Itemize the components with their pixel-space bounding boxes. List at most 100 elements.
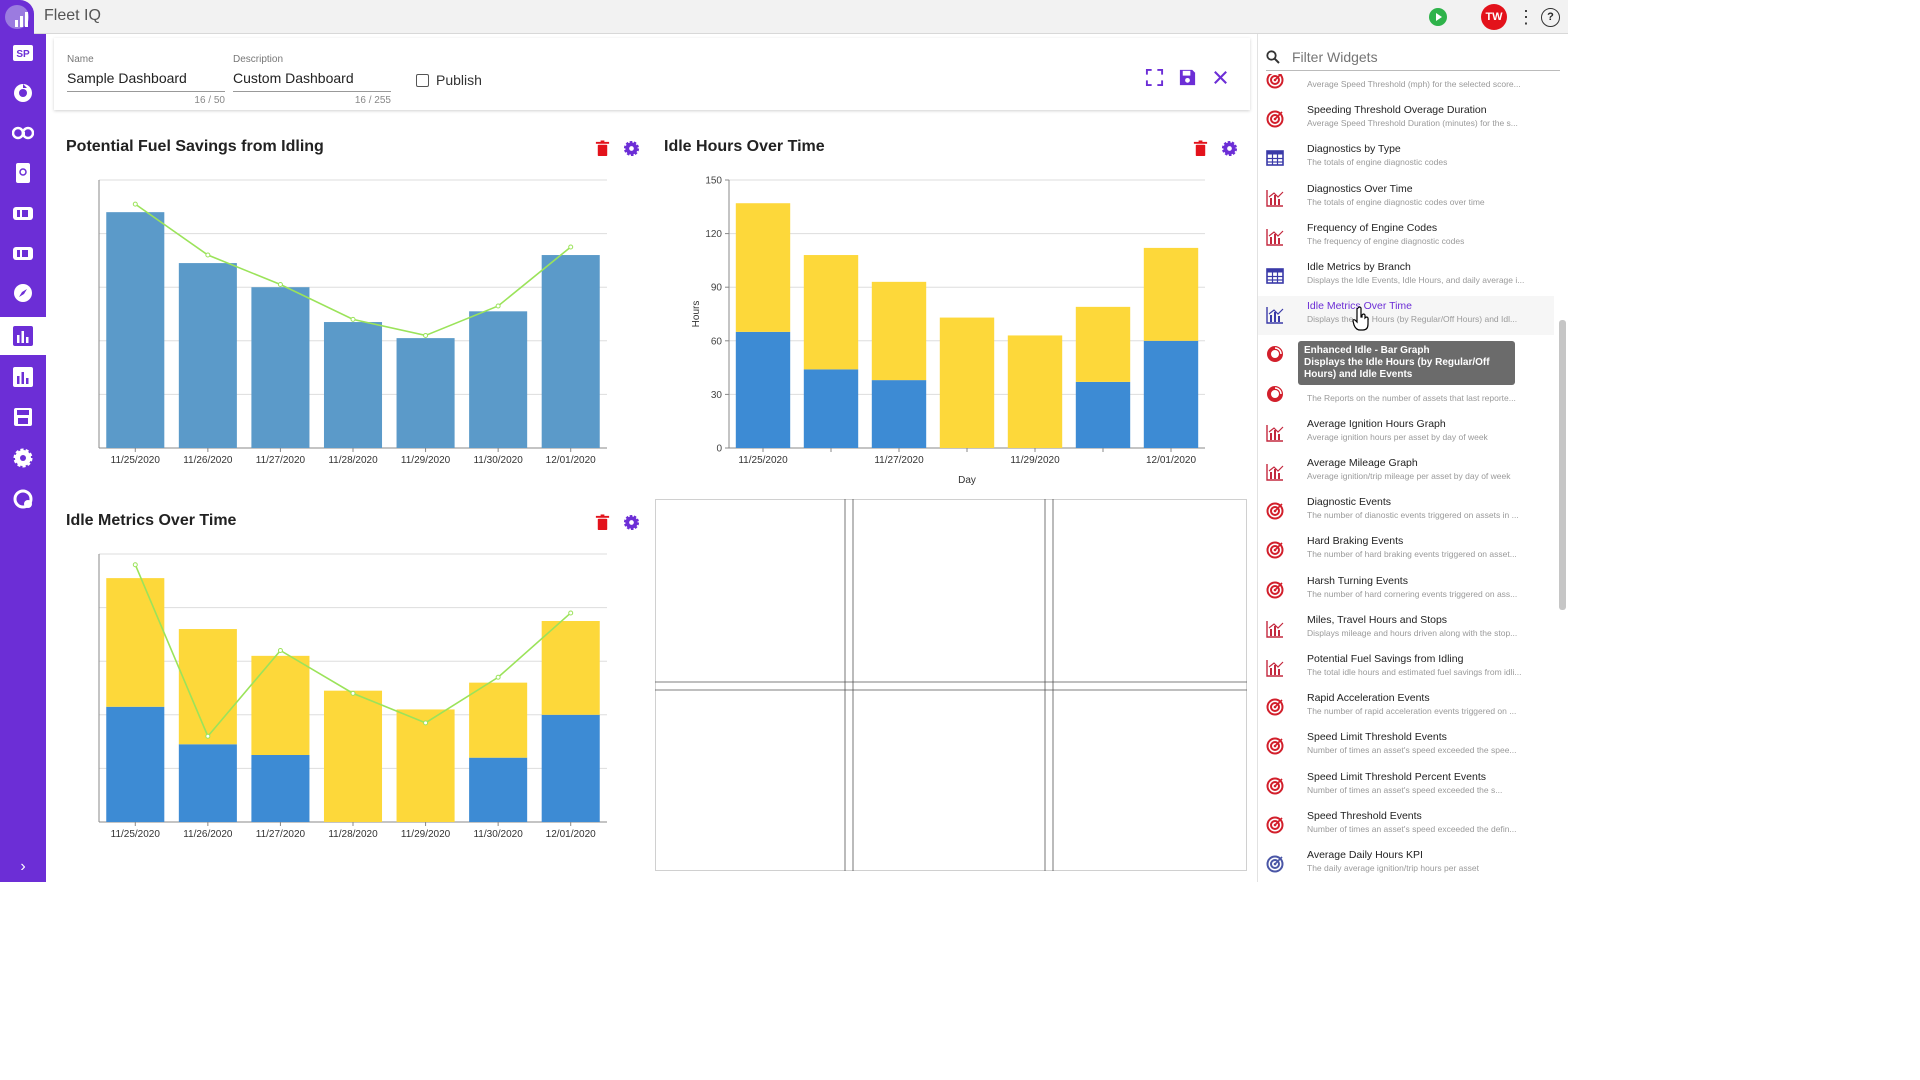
hand-cursor-icon — [1352, 306, 1369, 331]
widget-list-item[interactable]: Rapid Acceleration Events The number of r… — [1258, 688, 1554, 727]
truck-alt-icon[interactable] — [0, 234, 46, 272]
x-tick-label: 12/01/2020 — [546, 829, 596, 840]
checkbox-icon[interactable] — [416, 73, 429, 87]
settings-icon[interactable] — [0, 439, 46, 477]
x-tick-label: 11/27/2020 — [256, 829, 306, 840]
name-input[interactable]: Sample Dashboard — [67, 70, 225, 92]
widget-name: Speed Threshold Events — [1307, 809, 1422, 822]
y-tick-label: 120 — [705, 229, 722, 240]
widget-list-item[interactable]: Diagnostics by Type The totals of engine … — [1258, 139, 1554, 178]
dashboard-edit-bar: Name Sample Dashboard 16 / 50 Descriptio… — [54, 38, 1250, 110]
widget-list-item[interactable]: Speed Limit Threshold Events Number of ti… — [1258, 727, 1554, 766]
widget-list: Average Speed Threshold (mph) for the se… — [1258, 74, 1554, 882]
close-icon[interactable] — [1211, 68, 1230, 87]
name-field[interactable]: Name Sample Dashboard 16 / 50 — [67, 54, 225, 106]
widget-list-item[interactable]: Speed Limit Threshold Percent Events Numb… — [1258, 767, 1554, 806]
widget-list-item[interactable]: Speed Threshold Events Number of times an… — [1258, 806, 1554, 845]
widget-list-item[interactable]: Hard Braking Events The number of hard br… — [1258, 531, 1554, 570]
truck-icon[interactable] — [0, 194, 46, 232]
delete-icon[interactable] — [1192, 140, 1209, 157]
description-field[interactable]: Description Custom Dashboard 16 / 255 — [233, 54, 391, 106]
gear-icon[interactable] — [623, 514, 640, 531]
widget-list-item[interactable] — [1258, 335, 1554, 374]
bar — [178, 263, 237, 448]
widget-name: Potential Fuel Savings from Idling — [1307, 653, 1464, 665]
bar — [178, 629, 237, 745]
widget-description: The Reports on the number of assets that… — [1307, 392, 1516, 403]
widget-name: Rapid Acceleration Events — [1307, 692, 1430, 705]
app-logo-icon[interactable] — [0, 0, 34, 34]
idle-metrics-chart: 11/25/2020 11/26/2020 11/27/2020 11/28/2020… — [98, 553, 607, 840]
widget-list-item[interactable]: Average Speed Threshold (mph) for the se… — [1258, 74, 1554, 100]
delete-icon[interactable] — [594, 514, 611, 531]
widget-list-item[interactable]: Diagnostics Over Time The totals of engin… — [1258, 179, 1554, 218]
support-icon[interactable] — [0, 480, 46, 518]
widget-list-item[interactable]: Average Ignition Hours Graph Average igni… — [1258, 414, 1554, 453]
widget-idle-hours[interactable]: 0 30 60 90 120 150 11/25/2020 11/27/2020 11/29/2… — [652, 130, 1248, 496]
widget-description: Displays the Idle Events, Idle Hours, an… — [1307, 275, 1525, 285]
widget-list-item[interactable]: Harsh Turning Events The number of hard c… — [1258, 571, 1554, 610]
donut-icon — [1267, 385, 1283, 402]
line-point — [132, 562, 138, 568]
dashboard-icon[interactable] — [0, 317, 46, 355]
line-point — [568, 610, 574, 616]
widget-fuel-savings[interactable]: 11/25/2020 11/26/2020 11/27/2020 11/28/2020… — [54, 130, 650, 496]
widget-list-item[interactable]: Frequency of Engine Codes The frequency o… — [1258, 218, 1554, 257]
app-title: Fleet IQ — [44, 7, 101, 24]
user-avatar[interactable]: TW — [1481, 4, 1507, 30]
scrollbar-thumb[interactable] — [1559, 320, 1566, 610]
widget-list-item[interactable]: Idle Metrics Over Time Displays the Idle … — [1258, 296, 1554, 336]
save-icon[interactable] — [0, 398, 46, 436]
widget-idle-metrics[interactable]: 11/25/2020 11/26/2020 11/27/2020 11/28/2020… — [54, 504, 650, 870]
widget-name: Average Mileage Graph — [1307, 457, 1418, 469]
target-icon — [1266, 816, 1284, 834]
widget-list-item[interactable]: Miles, Travel Hours and Stops Displays mi… — [1258, 610, 1554, 649]
bar — [1143, 247, 1199, 341]
widget-description: Displays the Idle Hours (by Regular/Off … — [1307, 314, 1518, 325]
widget-list-item[interactable]: Average Mileage Graph Average ignition/tr… — [1258, 453, 1554, 492]
sp-logo-icon[interactable]: SP — [0, 34, 46, 72]
save-icon[interactable] — [1178, 68, 1197, 87]
gear-icon[interactable] — [623, 140, 640, 157]
widget-list-item[interactable]: Average Daily Hours KPI The daily average… — [1258, 845, 1554, 882]
widget-list-item[interactable]: Idle Metrics by Branch Displays the Idle … — [1258, 257, 1554, 296]
x-tick-label: 12/01/2020 — [1146, 455, 1196, 466]
widget-name: Average Daily Hours KPI — [1307, 849, 1423, 861]
widget-list-item[interactable]: Speeding Threshold Overage Duration Avera… — [1258, 100, 1554, 139]
line-point — [423, 332, 429, 338]
widget-list-item[interactable]: The Reports on the number of assets that… — [1258, 375, 1554, 414]
delete-icon[interactable] — [594, 140, 611, 157]
x-tick-label: 11/29/2020 — [1010, 455, 1060, 466]
compass-icon[interactable] — [0, 274, 46, 312]
widget-description: The number of dianostic events triggered… — [1307, 510, 1519, 521]
bar — [1143, 340, 1199, 448]
chart-icon — [1266, 307, 1284, 324]
more-vert-icon[interactable]: ⋮ — [1517, 7, 1535, 27]
x-tick-label: 12/01/2020 — [546, 455, 596, 466]
fullscreen-icon[interactable] — [1145, 68, 1164, 87]
widget-name: Hard Braking Events — [1307, 535, 1404, 548]
search-icon — [1266, 50, 1280, 64]
line-point — [277, 647, 283, 653]
reports-icon[interactable] — [0, 358, 46, 396]
help-icon[interactable]: ? — [1541, 7, 1560, 27]
play-icon[interactable] — [1429, 8, 1447, 26]
scrollbar[interactable] — [1558, 80, 1568, 882]
tablet-icon[interactable] — [0, 154, 46, 192]
gear-icon[interactable] — [1221, 140, 1238, 157]
bar — [178, 744, 237, 822]
filter-widgets-input[interactable] — [1290, 48, 1534, 66]
widget-list-item[interactable]: Potential Fuel Savings from Idling The to… — [1258, 649, 1554, 688]
widget-search[interactable] — [1266, 44, 1560, 71]
widget-description: The totals of engine diagnostic codes ov… — [1307, 196, 1485, 207]
chevron-right-icon[interactable]: › — [20, 858, 26, 875]
description-input[interactable]: Custom Dashboard — [233, 70, 391, 92]
target-icon — [1266, 110, 1284, 128]
bar — [396, 709, 455, 822]
publish-checkbox[interactable]: Publish — [416, 72, 482, 88]
target-icon — [1266, 74, 1284, 89]
refresh-icon[interactable] — [0, 74, 46, 112]
widget-description: The totals of engine diagnostic codes — [1307, 157, 1448, 168]
key-icon[interactable] — [0, 114, 46, 152]
widget-list-item[interactable]: Diagnostic Events The number of dianostic… — [1258, 492, 1554, 531]
